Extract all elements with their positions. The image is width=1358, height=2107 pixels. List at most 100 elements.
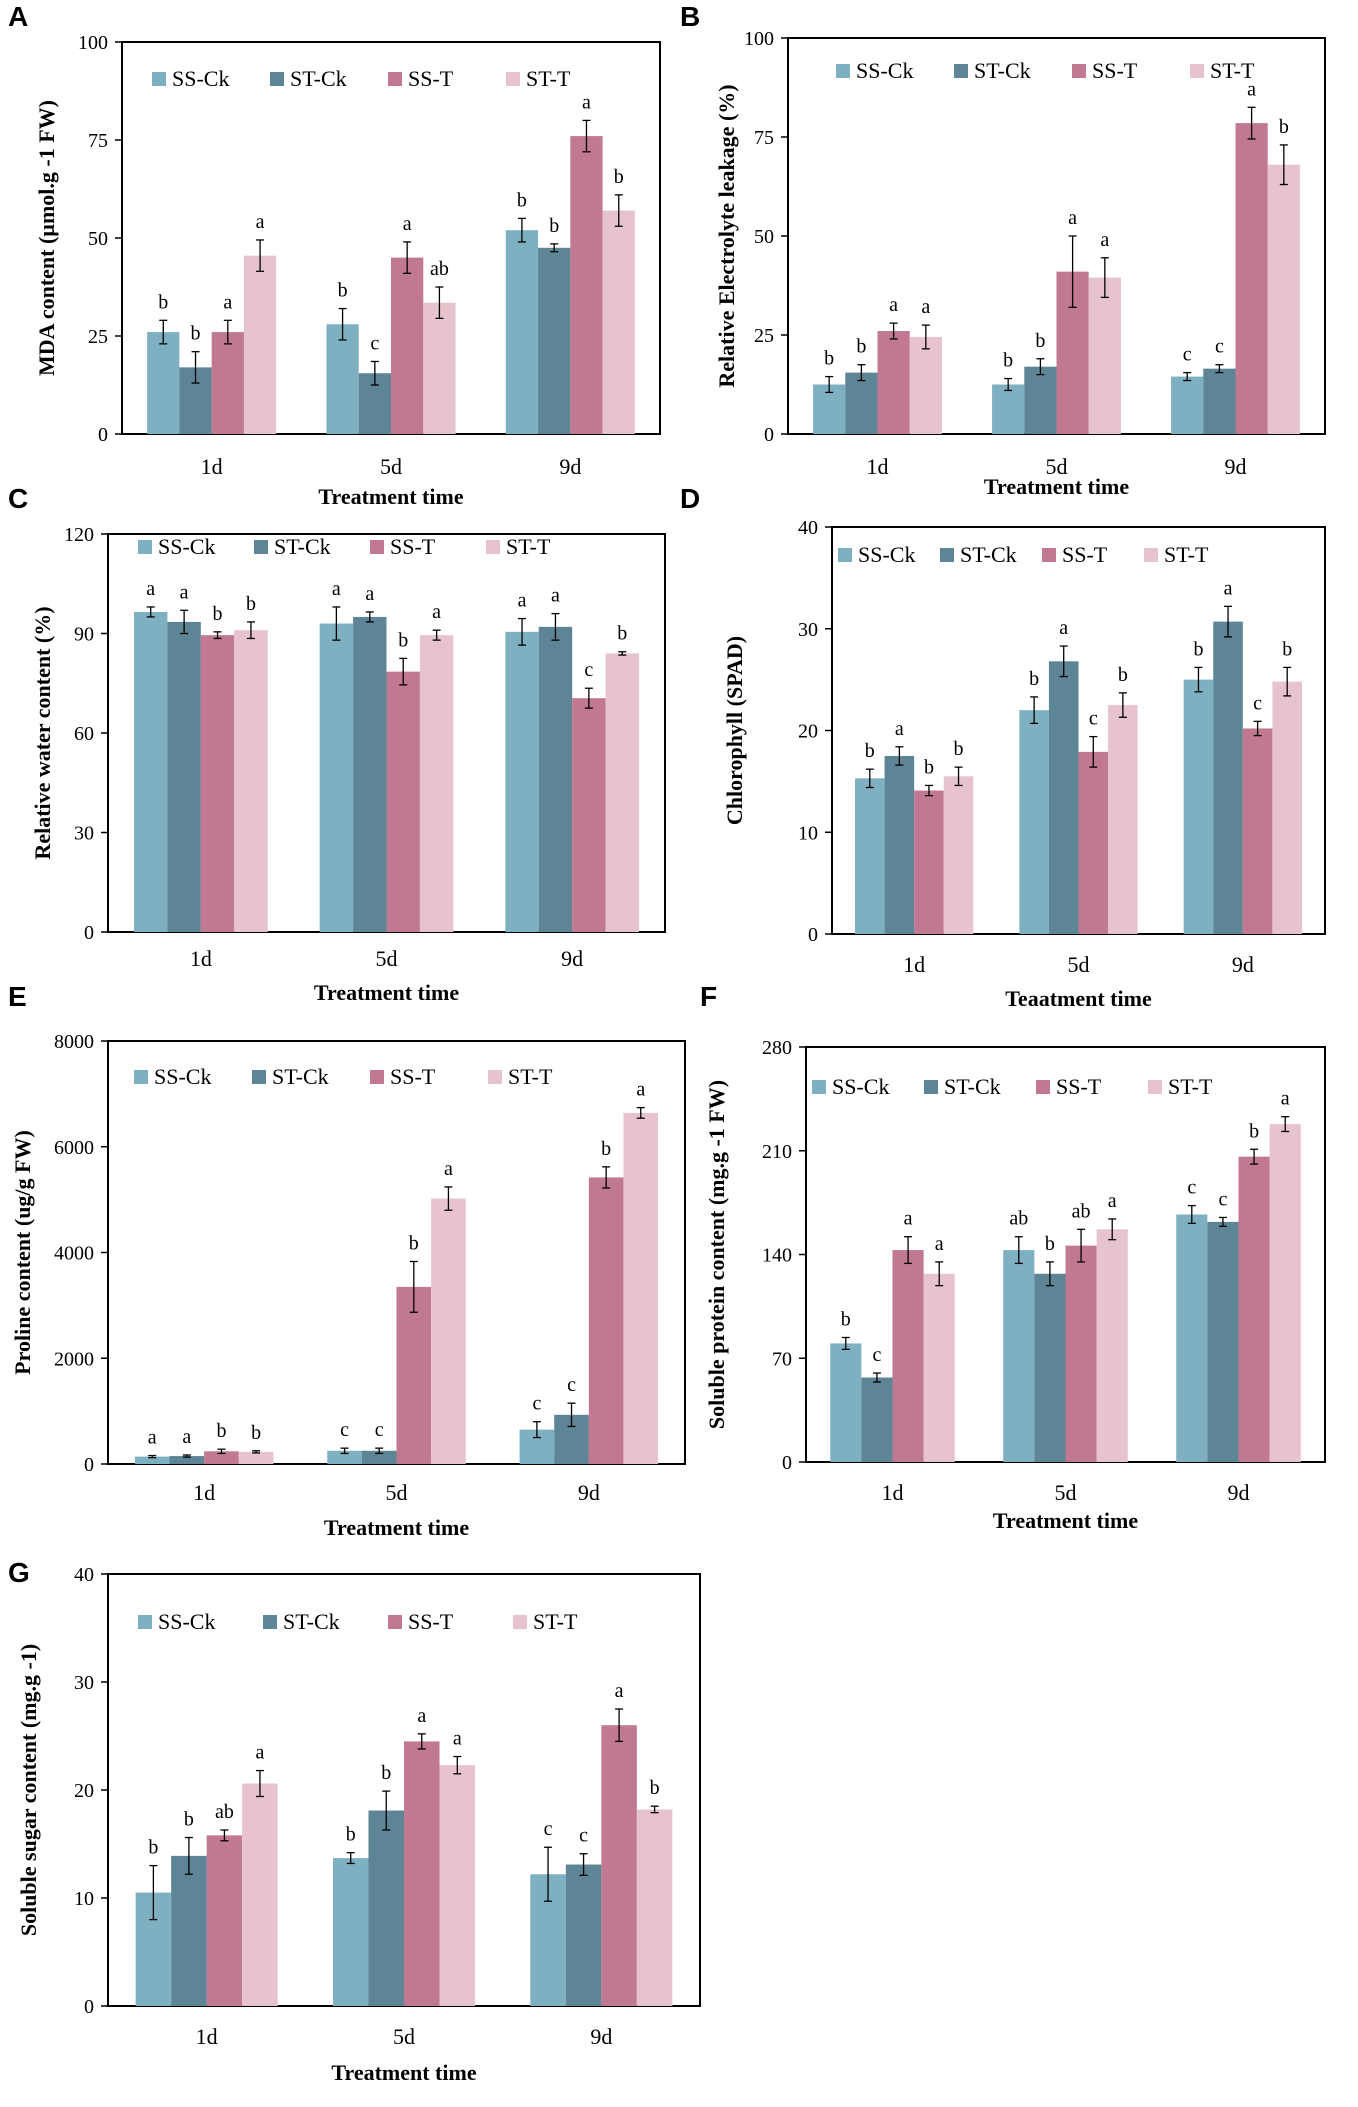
- significance-label: a: [1247, 78, 1256, 100]
- significance-label: b: [954, 738, 964, 760]
- error-bar: [1036, 358, 1045, 376]
- error-bar: [551, 612, 560, 641]
- error-bar: [1218, 1216, 1227, 1227]
- significance-label: a: [551, 585, 560, 607]
- error-bar: [255, 1769, 264, 1798]
- significance-label: b: [865, 740, 875, 762]
- significance-label: a: [332, 578, 341, 600]
- legend-label: ST-T: [1168, 1074, 1213, 1099]
- y-tick-label: 0: [782, 1452, 792, 1474]
- bar-ss-ck-1d: [855, 778, 885, 934]
- legend-label: SS-Ck: [158, 534, 215, 559]
- error-bar: [1187, 1204, 1196, 1225]
- x-axis-label: Treatment time: [318, 484, 463, 509]
- bar-ss-t-9d: [601, 1725, 637, 2006]
- legend-swatch-st-ck: [924, 1080, 938, 1094]
- legend: SS-Ck ST-Ck SS-T ST-T: [836, 58, 1255, 83]
- legend-label: SS-T: [408, 66, 454, 91]
- y-tick-label: 280: [762, 1037, 792, 1059]
- error-bar: [1089, 735, 1098, 768]
- bar-st-t-5d: [431, 1198, 466, 1464]
- legend-label: ST-Ck: [974, 58, 1031, 83]
- bar-ss-ck-5d: [992, 384, 1025, 434]
- legend: SS-Ck ST-Ck SS-T ST-T: [134, 1064, 553, 1089]
- x-tick-label: 9d: [578, 1480, 600, 1505]
- error-bar: [1250, 1148, 1259, 1165]
- legend-swatch-st-t: [1144, 548, 1158, 562]
- bar-st-t-5d: [419, 635, 454, 932]
- bar-st-t-5d: [423, 302, 456, 434]
- bar-st-t-5d: [1096, 1229, 1128, 1462]
- legend-swatch-ss-t: [388, 72, 402, 86]
- bar-ss-t-5d: [386, 671, 420, 932]
- y-tick-label: 140: [762, 1245, 792, 1267]
- x-tick-label: 1d: [903, 952, 925, 977]
- significance-label: b: [184, 1809, 194, 1831]
- y-axis: 0 10 20 30 40: [798, 517, 832, 946]
- legend-label: ST-T: [506, 534, 551, 559]
- panel-letter: D: [680, 483, 700, 514]
- error-bar: [432, 629, 441, 641]
- significance-label: c: [1253, 692, 1262, 714]
- bar-st-ck-9d: [1213, 621, 1243, 934]
- significance-label: a: [1281, 1088, 1290, 1110]
- error-bar: [636, 1106, 645, 1119]
- y-tick-label: 0: [84, 1996, 94, 2018]
- bar-ss-ck-5d: [332, 1858, 369, 2006]
- bar-ss-t-1d: [914, 790, 944, 934]
- bar-ss-t-1d: [206, 1835, 243, 2006]
- bar-ss-t-1d: [877, 331, 910, 434]
- y-axis-label: Proline content (ug/g FW): [10, 1130, 35, 1375]
- bar-ss-t-9d: [1235, 123, 1268, 434]
- legend-label: ST-Ck: [944, 1074, 1001, 1099]
- legend-label: SS-Ck: [858, 542, 915, 567]
- panel-letter: E: [8, 981, 27, 1012]
- y-tick-label: 100: [78, 32, 108, 54]
- significance-label: b: [824, 348, 834, 370]
- error-bar: [517, 217, 526, 243]
- significance-label: c: [1183, 344, 1192, 366]
- bar-st-ck-5d: [1034, 1273, 1066, 1462]
- legend: SS-Ck ST-Ck SS-T ST-T: [138, 1609, 578, 1634]
- legend-swatch-ss-ck: [138, 1615, 152, 1629]
- bar-ss-ck-1d: [147, 332, 180, 434]
- chart-panel-g: G 0 10 20 30 40 Soluble sugar content (mg.g -1…: [8, 1557, 701, 2085]
- error-bar: [1118, 692, 1127, 718]
- error-bar: [935, 1261, 944, 1287]
- bar-st-t-9d: [623, 1112, 659, 1464]
- bar-ss-ck-9d: [505, 631, 539, 932]
- error-bar: [182, 1454, 191, 1458]
- legend-swatch-ss-ck: [134, 1070, 148, 1084]
- legend-label: ST-T: [533, 1609, 578, 1634]
- legend-label: SS-Ck: [172, 66, 229, 91]
- significance-label: a: [403, 213, 412, 235]
- bar-st-ck-9d: [1207, 1221, 1239, 1462]
- legend-swatch-ss-ck: [812, 1080, 826, 1094]
- y-tick-label: 25: [88, 326, 108, 348]
- legend-swatch-st-ck: [940, 548, 954, 562]
- significance-label: a: [895, 718, 904, 740]
- significance-label: b: [1118, 664, 1128, 686]
- y-tick-label: 0: [808, 924, 818, 946]
- significance-label: b: [601, 1138, 611, 1160]
- x-axis-label: Teaatment time: [1005, 986, 1152, 1011]
- significance-label: b: [1029, 668, 1039, 690]
- legend-swatch-st-t: [506, 72, 520, 86]
- bar-ss-t-5d: [1065, 1245, 1097, 1462]
- error-bar: [1215, 364, 1224, 374]
- error-bar: [579, 1853, 588, 1876]
- x-tick-label: 9d: [1228, 1480, 1250, 1505]
- bar-st-t-5d: [1108, 705, 1138, 934]
- bar-st-t-9d: [636, 1809, 673, 2006]
- y-tick-label: 120: [64, 524, 94, 546]
- bar-ss-t-1d: [211, 332, 244, 434]
- y-tick-label: 30: [74, 1672, 94, 1694]
- legend-swatch-ss-t: [1042, 548, 1056, 562]
- error-bar: [550, 243, 559, 253]
- y-tick-label: 70: [772, 1348, 792, 1370]
- error-bar: [1247, 106, 1256, 140]
- error-bar: [618, 651, 627, 656]
- panel-letter: A: [8, 1, 28, 32]
- error-bar: [159, 319, 168, 345]
